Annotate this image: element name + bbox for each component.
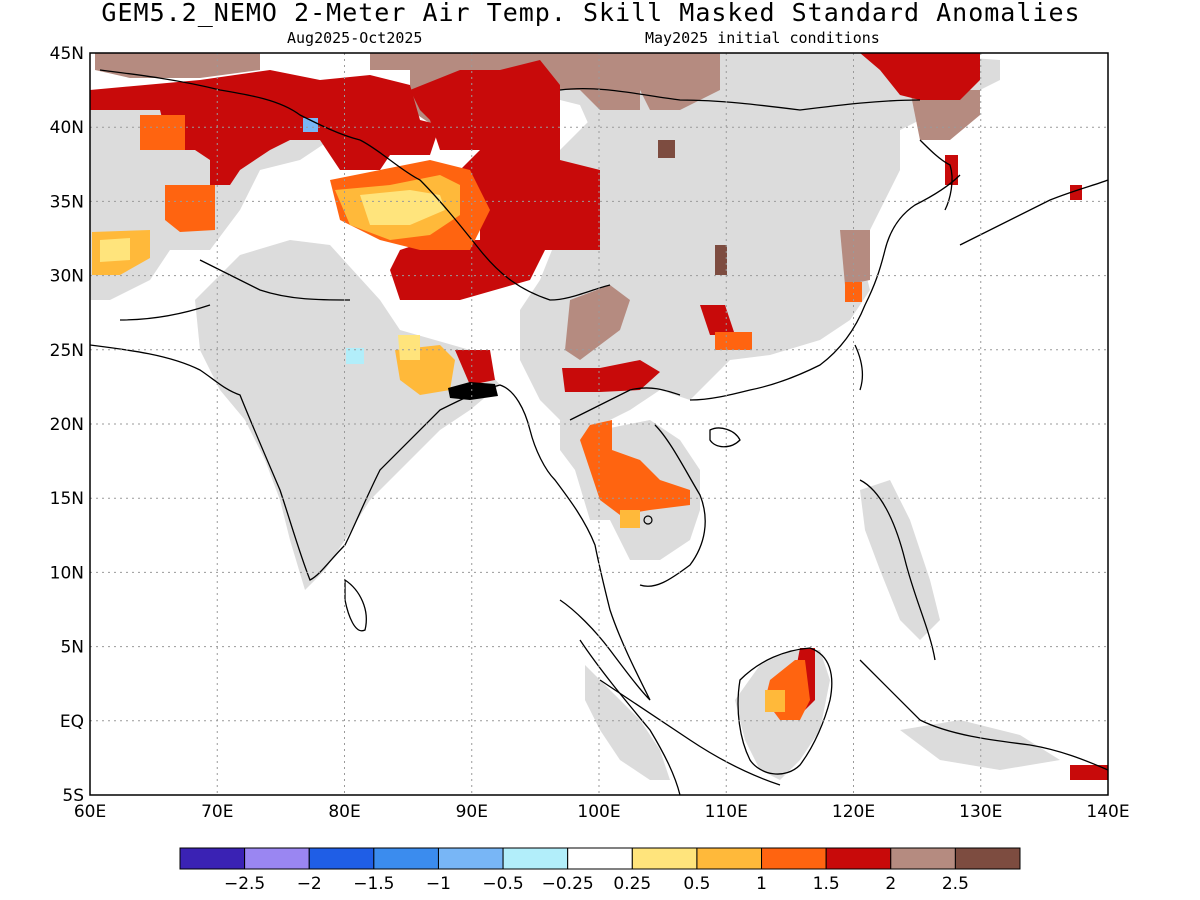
colorbar-swatch (631, 847, 698, 870)
colorbar-swatch (696, 847, 763, 870)
anomaly-yellow-tibet (360, 190, 445, 225)
brown-yunnan (565, 285, 630, 360)
anomaly-afghanistan (140, 115, 185, 150)
colorbar-swatch (373, 847, 439, 870)
colorbar-tick-label: 1 (756, 874, 767, 894)
anomaly-yellow-bengal (398, 335, 420, 360)
anomaly-yellow-iran (100, 238, 130, 262)
warm-anomaly-northeast-china (860, 53, 980, 100)
lat-tick-label: EQ (60, 712, 84, 732)
anomaly-pearl (715, 332, 752, 350)
colorbar-swatch (567, 847, 633, 870)
lat-tick-label: 35N (50, 192, 84, 212)
colorbar-tick-label: −0.25 (542, 874, 594, 894)
grey-mask-philippines (860, 480, 940, 640)
lat-tick-label: 25N (50, 341, 84, 361)
anomaly-laos (620, 510, 640, 528)
grey-mask-java-east (900, 720, 1060, 770)
lon-tick-label: 90E (456, 802, 488, 822)
anomaly-borneo-west (765, 690, 785, 712)
lon-tick-label: 120E (832, 802, 875, 822)
lon-tick-label: 140E (1086, 802, 1129, 822)
latitude-axis: 45N 40N 35N 30N 25N 20N 15N 10N 5N EQ 5S (50, 44, 84, 806)
warm-anomaly-png (1070, 765, 1108, 780)
brown-northeast (640, 53, 720, 110)
warm-anomaly-japan-sea (1070, 185, 1082, 200)
colorbar-swatch (825, 847, 892, 870)
colorbar-swatch (954, 847, 1021, 870)
colorbar-tick-label: 0.5 (683, 874, 710, 894)
lat-tick-label: 5S (62, 786, 84, 806)
brown-kazakhstan (95, 53, 260, 78)
colorbar-swatch (308, 847, 375, 870)
lon-tick-label: 80E (328, 802, 360, 822)
lat-tick-label: 30N (50, 267, 84, 287)
colorbar-tick-label: 0.25 (613, 874, 651, 894)
lon-tick-label: 70E (201, 802, 233, 822)
anomaly-fujian (845, 282, 862, 302)
dark-brown-sichuan (715, 245, 727, 275)
colorbar-swatch (244, 847, 310, 870)
colorbar-swatch (890, 847, 956, 870)
colorbar-tick-label: −1 (426, 874, 451, 894)
colorbar-tick-label: −1.5 (353, 874, 394, 894)
brown-shanghai (840, 230, 870, 285)
longitude-axis: 60E 70E 80E 90E 100E 110E 120E 130E 140E (74, 802, 1130, 822)
colorbar-swatch (761, 847, 827, 870)
map-subtitle-initial-conditions: May2025 initial conditions (645, 29, 880, 47)
lon-tick-label: 60E (74, 802, 106, 822)
colorbar-tick-label: −2 (297, 874, 322, 894)
colorbar-tick-label: −0.5 (482, 874, 523, 894)
anomaly-iran-border (165, 185, 215, 232)
map-title: GEM5.2_NEMO 2-Meter Air Temp. Skill Mask… (101, 0, 1081, 27)
colorbar-tick-label: 2.5 (942, 874, 969, 894)
lat-tick-label: 10N (50, 563, 84, 583)
lon-tick-label: 100E (577, 802, 620, 822)
coastlines (90, 69, 1108, 795)
lat-tick-label: 40N (50, 118, 84, 138)
colorbar-tick-label: 1.5 (813, 874, 840, 894)
lon-tick-label: 130E (959, 802, 1002, 822)
colorbar-swatch (179, 847, 246, 870)
map-subtitle-period: Aug2025-Oct2025 (287, 29, 423, 47)
bangkok-outline (643, 515, 653, 525)
warm-anomaly-myanmar (562, 360, 660, 392)
colorbar-swatch (437, 847, 504, 870)
lat-tick-label: 15N (50, 489, 84, 509)
gridlines (90, 53, 1108, 795)
dark-brown-north (658, 140, 675, 158)
warm-anomaly-bengal (455, 350, 495, 385)
lat-tick-label: 45N (50, 44, 84, 64)
lat-tick-label: 20N (50, 415, 84, 435)
cool-anomaly-nepal (346, 348, 364, 364)
colorbar: −2.5 −2 −1.5 −1 −0.5 −0.25 0.25 0.5 1 1.5 2 2.5 (179, 847, 1021, 894)
brown-korea (910, 90, 980, 140)
grey-mask-sumatra (585, 665, 670, 780)
lat-tick-label: 5N (60, 638, 84, 658)
colorbar-tick-label: −2.5 (224, 874, 265, 894)
anomaly-thailand (580, 420, 690, 515)
plot-frame (89, 52, 1109, 796)
lon-tick-label: 110E (705, 802, 748, 822)
ganges-delta (448, 382, 498, 400)
colorbar-swatch (502, 847, 569, 870)
colorbar-tick-label: 2 (885, 874, 896, 894)
grey-mask-india (195, 240, 500, 590)
